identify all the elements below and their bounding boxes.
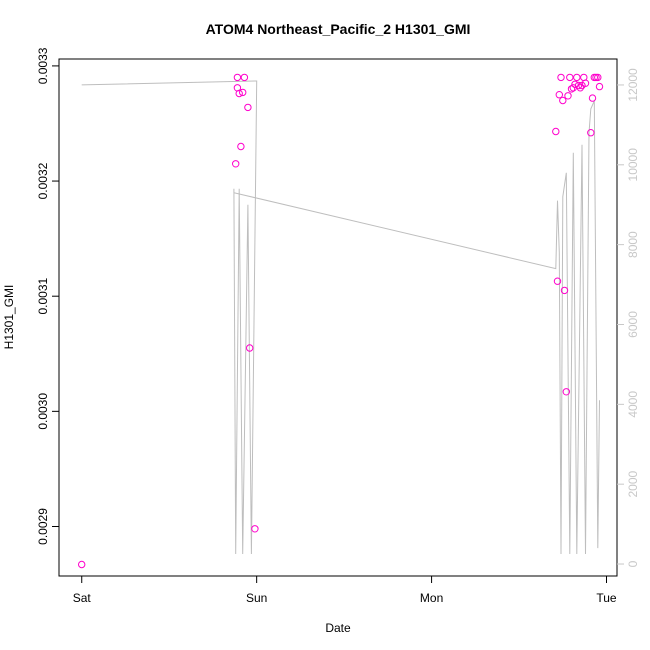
x-tick-label: Sat [73, 591, 92, 605]
data-point [557, 73, 565, 82]
data-point [587, 129, 595, 137]
data-point [567, 85, 576, 93]
data-point [235, 89, 243, 98]
chart-title: ATOM4 Northeast_Pacific_2 H1301_GMI [206, 21, 471, 37]
series-line [81, 80, 600, 555]
data-point [594, 73, 602, 82]
data-point [240, 73, 249, 82]
data-point [564, 92, 572, 100]
data-point [571, 80, 579, 89]
data-point [566, 73, 574, 82]
data-point [233, 73, 242, 82]
data-point [581, 79, 590, 87]
x-tick-label: Sun [246, 591, 267, 605]
data-point [552, 127, 560, 136]
data-point [560, 286, 569, 295]
data-point [78, 560, 86, 569]
y-right-tick-label: 6000 [626, 311, 640, 338]
x-axis-label: Date [325, 621, 351, 635]
data-point [559, 96, 567, 105]
y-axis-label: H1301_GMI [2, 285, 16, 350]
data-point [553, 277, 562, 285]
x-tick-label: Tue [596, 591, 617, 605]
data-point [574, 81, 583, 90]
data-point [573, 73, 581, 82]
y-left-tick-label: 0.0032 [36, 162, 50, 199]
data-point [239, 88, 247, 97]
y-axis-right: 0 2000 4000 6000 8000 10000 12000 [617, 68, 640, 567]
right-axis-line-series [81, 80, 600, 555]
data-point [246, 344, 254, 352]
data-point [576, 84, 584, 92]
data-point [251, 525, 259, 533]
y-right-tick-label: 12000 [626, 68, 640, 102]
y-right-tick-label: 2000 [626, 471, 640, 498]
y-right-tick-label: 0 [626, 560, 640, 567]
y-left-tick-label: 0.0030 [36, 393, 50, 430]
y-left-tick-label: 0.0033 [36, 47, 50, 84]
data-point [555, 91, 563, 99]
data-point [237, 142, 245, 151]
data-point [232, 160, 240, 168]
data-point [244, 103, 252, 112]
data-point [562, 388, 570, 396]
left-axis-point-series [78, 73, 604, 569]
x-tick-label: Mon [420, 591, 443, 605]
data-point [588, 94, 597, 102]
y-axis-left: 0.0029 0.0030 0.0031 0.0032 0.0033 [36, 47, 59, 545]
y-left-tick-label: 0.0031 [36, 278, 50, 315]
y-left-tick-label: 0.0029 [36, 508, 50, 545]
data-point [595, 82, 604, 91]
plot-frame [58, 58, 618, 577]
x-axis: Sat Sun Mon Tue [73, 575, 617, 605]
y-right-tick-label: 10000 [626, 148, 640, 182]
y-right-tick-label: 4000 [626, 391, 640, 418]
y-right-tick-label: 8000 [626, 231, 640, 258]
